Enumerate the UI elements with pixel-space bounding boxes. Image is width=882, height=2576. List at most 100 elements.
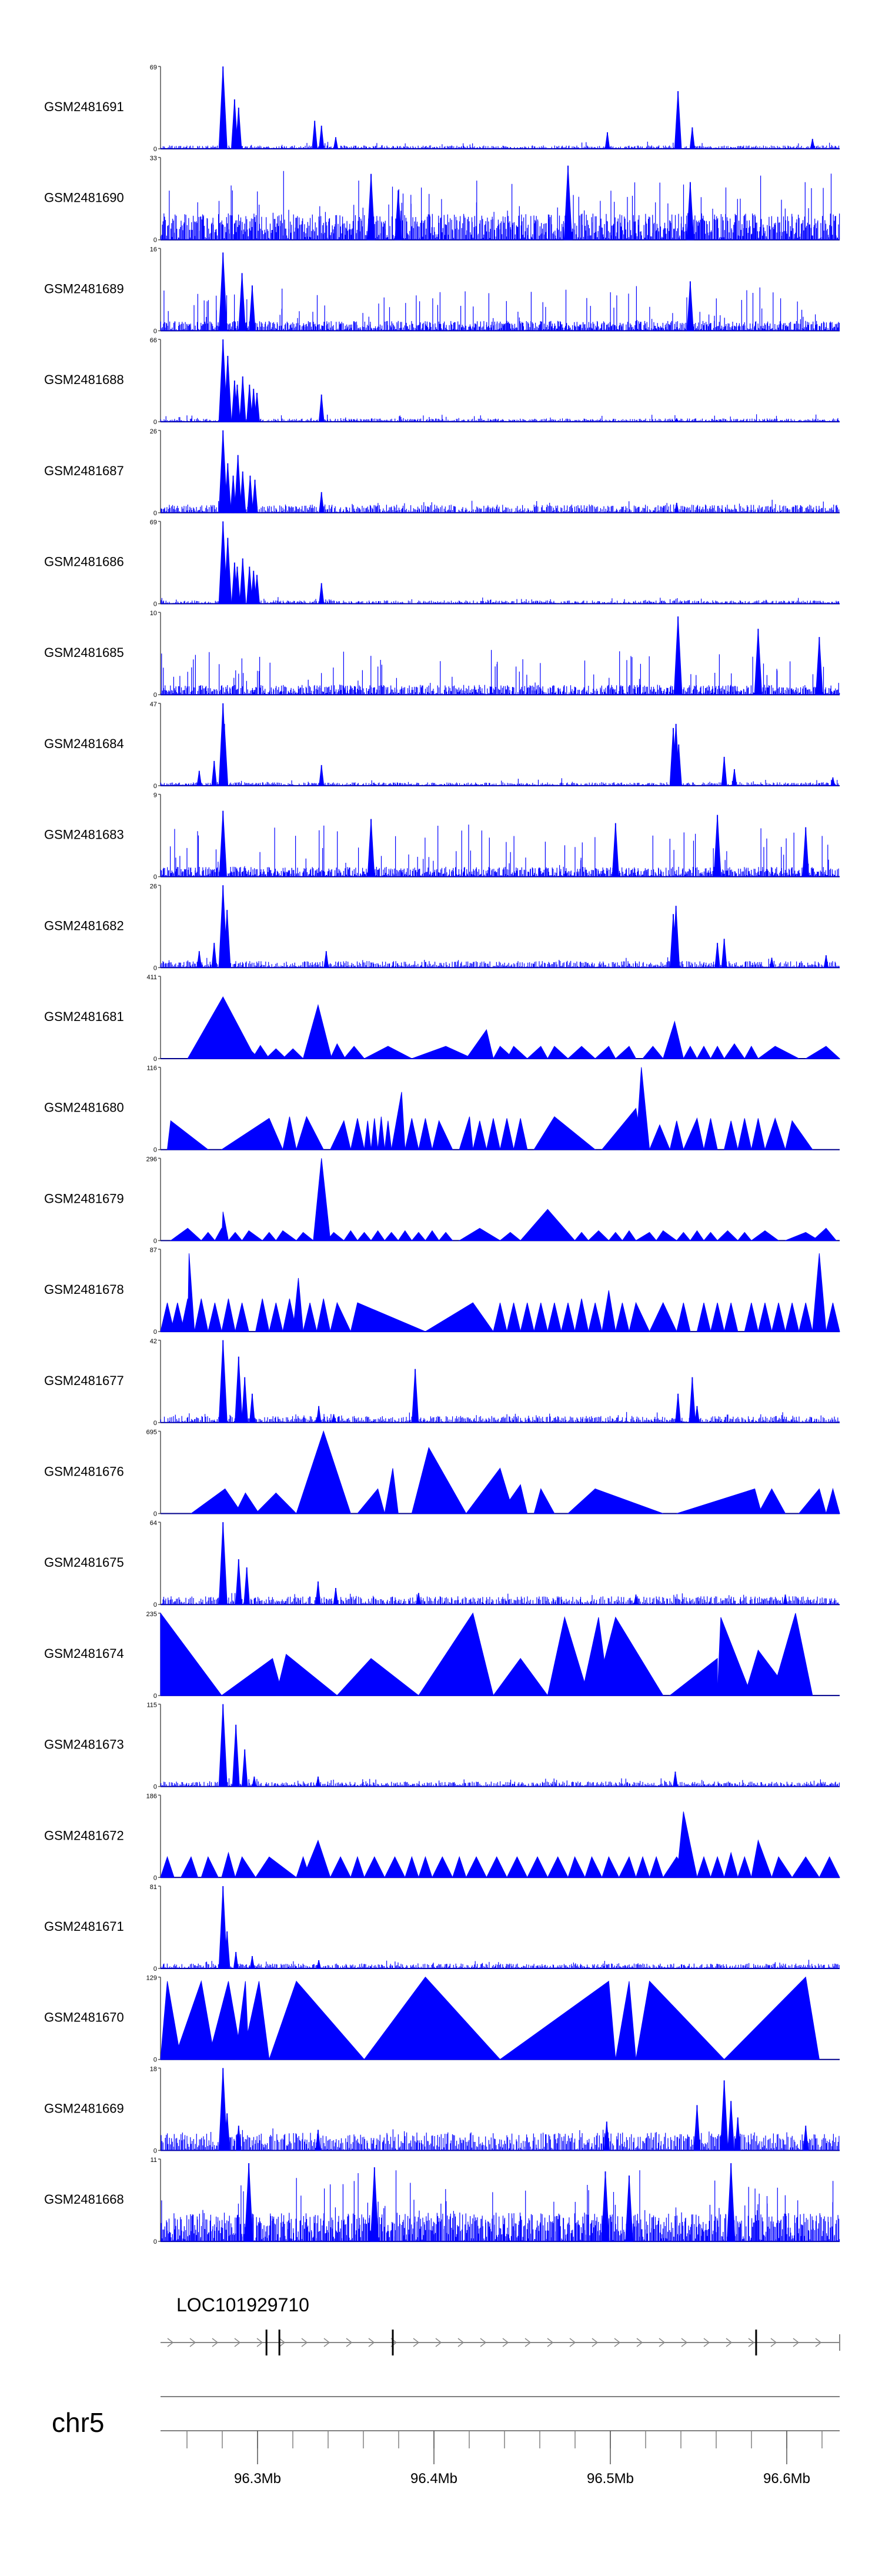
signal-peak: [313, 1158, 331, 1241]
signal-peak: [703, 1118, 718, 1150]
y-axis-max-label: 695: [146, 1429, 157, 1436]
strand-arrow: [636, 2338, 643, 2347]
signal-peak: [356, 1232, 372, 1241]
signal-peak: [343, 1230, 358, 1241]
signal-peak: [710, 1856, 725, 1878]
strand-arrow: [279, 2338, 286, 2347]
signal-peak: [791, 1856, 820, 1878]
signal-peak: [336, 1658, 420, 1696]
signal-peak: [683, 1117, 704, 1150]
signal-peak: [642, 1046, 664, 1059]
signal-peak: [784, 1302, 800, 1332]
signal-peak: [424, 1302, 494, 1332]
y-axis-max-label: 81: [150, 1884, 157, 1891]
signal-peak: [818, 1856, 840, 1878]
strand-arrow: [524, 2338, 532, 2347]
track-label: GSM2481685: [44, 645, 124, 660]
signal-peak: [649, 1302, 677, 1332]
signal-peak: [594, 1046, 616, 1059]
signal-peak: [798, 1488, 827, 1514]
track-GSM2481681: GSM2481681 411 0: [44, 974, 841, 1063]
strand-arrow: [770, 2338, 777, 2347]
signal-peak: [614, 1046, 637, 1059]
signal-peak: [262, 1232, 277, 1241]
y-axis-max-label: 66: [150, 337, 157, 344]
signal-peak: [411, 1232, 426, 1241]
signal-peak: [187, 996, 256, 1059]
signal-peak: [635, 1067, 650, 1150]
y-axis-min-label: 0: [153, 965, 157, 972]
y-axis-max-label: 129: [146, 1975, 157, 1982]
strand-arrow: [793, 2338, 800, 2347]
strand-arrow: [212, 2338, 219, 2347]
signal-peak: [526, 1046, 549, 1059]
y-axis-min-label: 0: [153, 1056, 157, 1063]
y-axis-min-label: 0: [153, 419, 157, 426]
track-GSM2481686: GSM2481686 69 0: [44, 519, 840, 608]
signal-peak: [465, 1467, 514, 1514]
signal-peak: [235, 1302, 249, 1332]
signal-noise: [161, 499, 840, 513]
signal-peak: [160, 1981, 182, 2060]
signal-peak: [506, 1046, 528, 1059]
signal-peak: [724, 1120, 739, 1150]
track-label: GSM2481689: [44, 281, 124, 296]
track-label: GSM2481680: [44, 1100, 124, 1115]
track-GSM2481671: GSM2481671 81 0: [44, 1884, 840, 1973]
y-axis-min-label: 0: [153, 1237, 157, 1244]
chromosome-label: chr5: [52, 2407, 104, 2438]
signal-peak: [252, 1045, 270, 1059]
signal-peak: [438, 1232, 453, 1241]
y-axis-min-label: 0: [153, 1966, 157, 1973]
signal-noise: [160, 171, 840, 240]
signal-peak: [533, 1488, 555, 1514]
signal-noise: [161, 650, 840, 695]
signal-peak: [587, 1230, 610, 1241]
signal-peak: [417, 1612, 494, 1696]
signal-peak: [432, 1856, 453, 1878]
signal-peak: [547, 1856, 569, 1878]
signal-peak: [363, 1120, 372, 1150]
signal-peak: [771, 1613, 813, 1696]
strand-arrow: [435, 2338, 442, 2347]
signal-peak: [629, 1302, 650, 1332]
signal-peak: [723, 1043, 746, 1059]
y-axis-min-label: 0: [153, 2147, 157, 2154]
signal-peak: [295, 1232, 315, 1241]
signal-tracks: GSM2481691690GSM2481690330GSM2481689160G…: [44, 64, 841, 2245]
track-GSM2481672: GSM2481672 186 0: [44, 1793, 840, 1881]
strand-arrow: [301, 2338, 308, 2347]
signal-peak: [649, 1124, 670, 1150]
signal-peak: [499, 1484, 528, 1514]
track-label: GSM2481682: [44, 918, 124, 933]
y-axis-min-label: 0: [153, 237, 157, 244]
y-axis-min-label: 0: [153, 146, 157, 153]
signal-peak: [329, 1043, 346, 1059]
track-label: GSM2481677: [44, 1373, 124, 1388]
signal-peak: [710, 1045, 725, 1059]
y-axis-max-label: 10: [150, 610, 157, 617]
signal-peak: [465, 1856, 487, 1878]
track-GSM2481688: GSM2481688 66 0: [44, 337, 840, 426]
y-axis-max-label: 69: [150, 64, 157, 71]
track-label: GSM2481686: [44, 555, 124, 569]
signal-peak: [584, 1856, 603, 1878]
signal-peak: [506, 1856, 528, 1878]
signal-peak: [173, 1980, 215, 2060]
signal-peak: [275, 1654, 338, 1696]
signal-peak: [169, 1227, 202, 1241]
signal-peak: [190, 1488, 243, 1514]
y-axis-max-label: 116: [146, 1065, 157, 1072]
signal-peak: [329, 1120, 352, 1150]
y-axis-max-label: 16: [150, 246, 157, 253]
strand-arrow: [413, 2338, 420, 2347]
y-axis-min-label: 0: [153, 601, 157, 608]
y-axis-min-label: 0: [153, 783, 157, 790]
strand-arrow: [681, 2338, 688, 2347]
signal-peak: [292, 1278, 304, 1332]
signal-peak: [180, 1856, 199, 1878]
signal-peak: [201, 1856, 219, 1878]
track-GSM2481668: GSM2481668 11 0: [44, 2157, 840, 2245]
track-GSM2481680: GSM2481680 116 0: [44, 1065, 840, 1154]
signal-peak: [717, 1617, 752, 1696]
